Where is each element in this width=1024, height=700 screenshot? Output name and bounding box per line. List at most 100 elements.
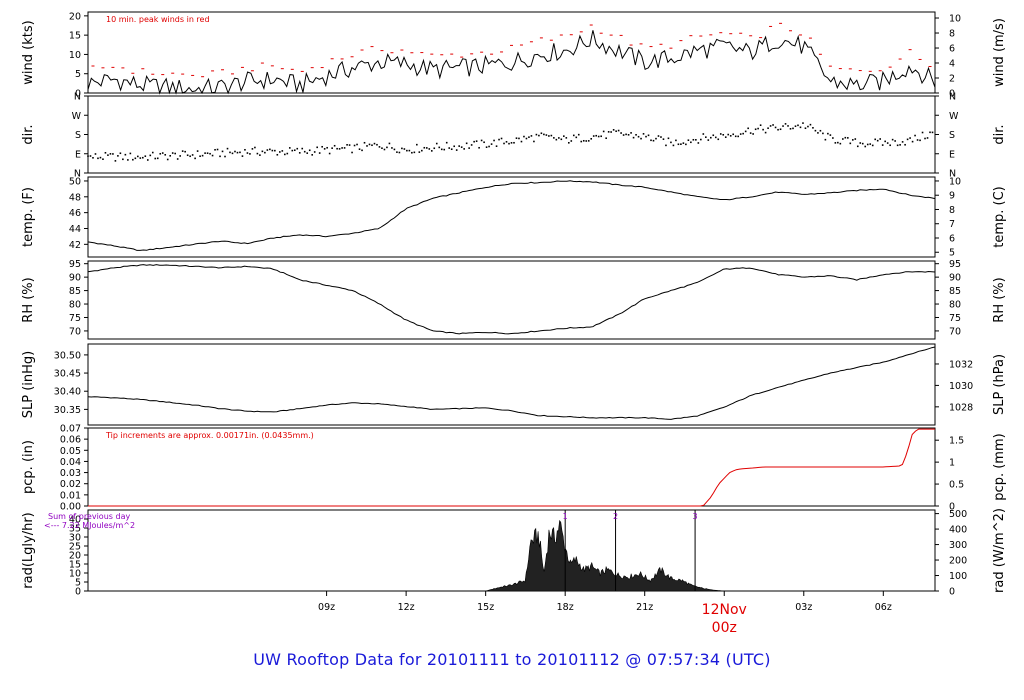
dir-point-280 xyxy=(784,123,787,125)
dir-point-212 xyxy=(615,130,617,133)
dir-point-148 xyxy=(455,149,458,151)
series-line-slp xyxy=(87,346,936,420)
dir-point-39 xyxy=(184,150,186,153)
dir-point-19 xyxy=(134,157,137,160)
right-tick-label-dir-0: N xyxy=(949,169,956,180)
dir-point-320 xyxy=(884,140,886,143)
dir-point-264 xyxy=(744,130,747,133)
dir-point-237 xyxy=(677,143,680,146)
right-tick-label-rad-3: 300 xyxy=(949,540,967,551)
right-tick-label-wind-3: 6 xyxy=(949,44,955,55)
left-tick-label-rad-8: 40 xyxy=(69,515,81,526)
left-tick-label-dir-4: N xyxy=(74,92,81,103)
dir-point-44 xyxy=(196,150,199,152)
right-tick-label-temp-1: 6 xyxy=(949,233,955,244)
left-tick-label-dir-3: W xyxy=(72,111,82,122)
dir-point-268 xyxy=(754,128,757,131)
dir-point-16 xyxy=(127,159,129,161)
dir-point-77 xyxy=(279,151,281,153)
left-tick-label-temp-1: 44 xyxy=(69,224,81,235)
dir-point-266 xyxy=(749,132,752,134)
x-tick-label-1: 12z xyxy=(398,602,415,613)
dir-point-154 xyxy=(470,144,473,146)
x-tick-label-7: 06z xyxy=(875,602,892,613)
dir-point-133 xyxy=(418,151,421,153)
dir-point-31 xyxy=(164,153,167,156)
right-tick-label-rad-0: 0 xyxy=(949,587,955,598)
right-tick-label-pcp-2: 1 xyxy=(949,458,955,469)
dir-point-328 xyxy=(904,143,906,146)
dir-point-236 xyxy=(675,139,677,142)
dir-point-245 xyxy=(697,142,700,144)
dir-point-244 xyxy=(695,139,697,141)
dir-point-285 xyxy=(797,124,799,127)
left-tick-label-pcp-1: 0.01 xyxy=(60,490,81,501)
dir-point-194 xyxy=(570,140,573,142)
dir-point-65 xyxy=(249,153,251,155)
dir-point-277 xyxy=(777,128,779,131)
dir-point-166 xyxy=(500,137,503,140)
dir-point-137 xyxy=(428,148,431,150)
dir-point-104 xyxy=(346,144,348,146)
dir-point-188 xyxy=(555,138,558,141)
right-tick-label-pcp-1: 0.5 xyxy=(949,480,964,491)
dir-point-321 xyxy=(886,142,889,144)
dir-point-273 xyxy=(767,127,769,130)
right-tick-label-dir-3: W xyxy=(949,111,959,122)
dir-point-119 xyxy=(383,148,386,151)
left-tick-label-rh-4: 90 xyxy=(69,273,81,284)
dir-point-330 xyxy=(909,137,911,139)
dir-point-120 xyxy=(386,146,388,149)
ylabel-right-dir: dir. xyxy=(992,124,1007,144)
dir-point-121 xyxy=(388,142,391,145)
dir-point-288 xyxy=(804,127,807,130)
left-tick-label-temp-0: 42 xyxy=(69,240,81,251)
dir-point-158 xyxy=(480,139,483,142)
dir-point-286 xyxy=(799,126,802,129)
dir-point-200 xyxy=(585,140,588,142)
left-tick-label-pcp-2: 0.02 xyxy=(60,479,81,490)
dir-point-333 xyxy=(916,139,919,141)
rad-marker-label-2: 3 xyxy=(693,512,698,521)
dir-point-196 xyxy=(575,136,578,139)
series-line-wind xyxy=(87,30,936,95)
ylabel-left-rh: RH (%) xyxy=(21,277,36,322)
ylabel-right-pcp: pcp. (mm) xyxy=(992,433,1007,500)
left-tick-label-wind-0: 0 xyxy=(75,89,81,100)
right-tick-label-wind-4: 8 xyxy=(949,29,955,40)
dir-point-103 xyxy=(343,147,346,149)
dir-point-41 xyxy=(189,155,191,158)
dir-point-149 xyxy=(458,145,460,147)
dir-point-87 xyxy=(303,150,306,153)
left-tick-label-rad-3: 15 xyxy=(69,560,81,571)
dir-point-162 xyxy=(490,143,493,145)
dir-point-234 xyxy=(670,141,672,144)
dir-point-97 xyxy=(328,152,331,155)
dir-point-2 xyxy=(92,157,94,159)
dir-point-145 xyxy=(448,147,451,149)
dir-point-144 xyxy=(445,141,448,144)
ylabel-right-temp: temp. (C) xyxy=(992,186,1007,248)
dir-point-159 xyxy=(483,141,485,144)
dir-point-306 xyxy=(849,142,852,145)
dir-point-272 xyxy=(764,131,767,134)
rad-marker-label-1: 2 xyxy=(613,512,618,521)
dir-point-184 xyxy=(545,134,548,136)
dir-point-308 xyxy=(854,138,857,140)
dir-point-161 xyxy=(488,145,490,148)
dir-point-209 xyxy=(607,131,610,133)
dir-point-171 xyxy=(513,141,515,144)
dir-point-129 xyxy=(408,149,411,152)
dir-point-138 xyxy=(430,150,433,152)
dir-point-136 xyxy=(426,147,428,149)
dir-point-123 xyxy=(393,148,396,151)
dir-point-190 xyxy=(560,138,563,141)
dir-point-55 xyxy=(224,155,226,158)
dir-point-6 xyxy=(102,158,104,161)
ylabel-left-rad: rad(Lgly/hr) xyxy=(21,512,36,588)
dir-point-197 xyxy=(577,133,580,136)
series-line-temp xyxy=(87,180,936,251)
panel-frame-rad xyxy=(87,509,936,592)
dir-point-295 xyxy=(822,132,824,135)
dir-point-58 xyxy=(231,152,234,155)
